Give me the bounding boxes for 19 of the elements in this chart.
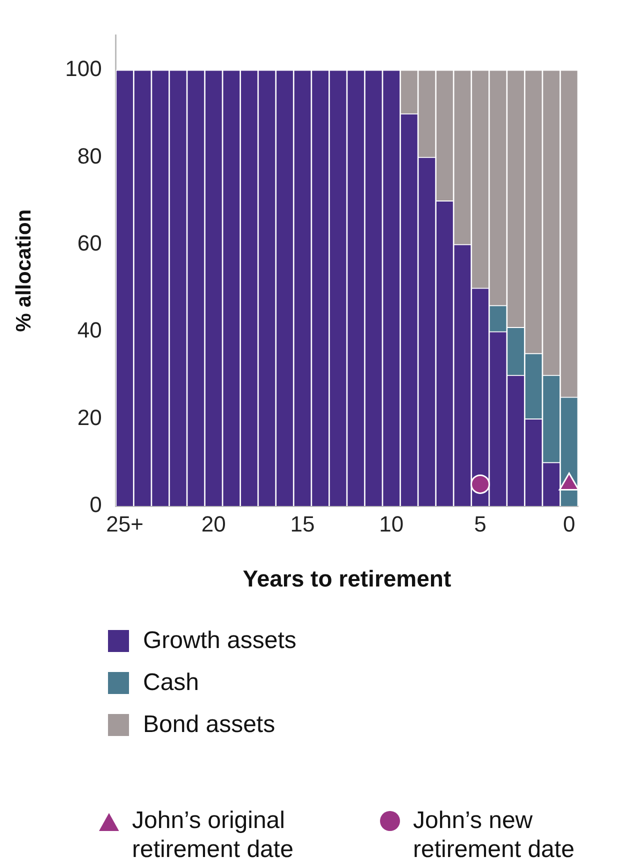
y-tick-label: 80 [77,143,102,168]
legend-label: Bond assets [143,711,276,739]
x-tick-label: 15 [290,511,315,536]
x-tick-label: 20 [201,511,226,536]
x-tick-label: 25+ [106,511,144,536]
y-tick-label: 0 [90,492,102,518]
y-tick-label: 100 [65,56,102,82]
y-tick-label: 60 [77,230,102,256]
x-tick-label: 10 [379,511,404,536]
y-tick-label: 40 [77,318,102,343]
legend-label: John’s original retirement date [132,806,294,864]
y-axis-title: % allocation [12,209,36,332]
legend-label: John’s new retirement date [413,806,576,864]
x-axis-title: Years to retirement [242,566,452,592]
x-tick-label: 5 [474,511,486,536]
legend-label: Cash [143,669,200,697]
y-tick-label: 20 [77,404,102,430]
legend-label: Growth assets [143,627,296,655]
x-tick-label: 0 [562,511,576,536]
